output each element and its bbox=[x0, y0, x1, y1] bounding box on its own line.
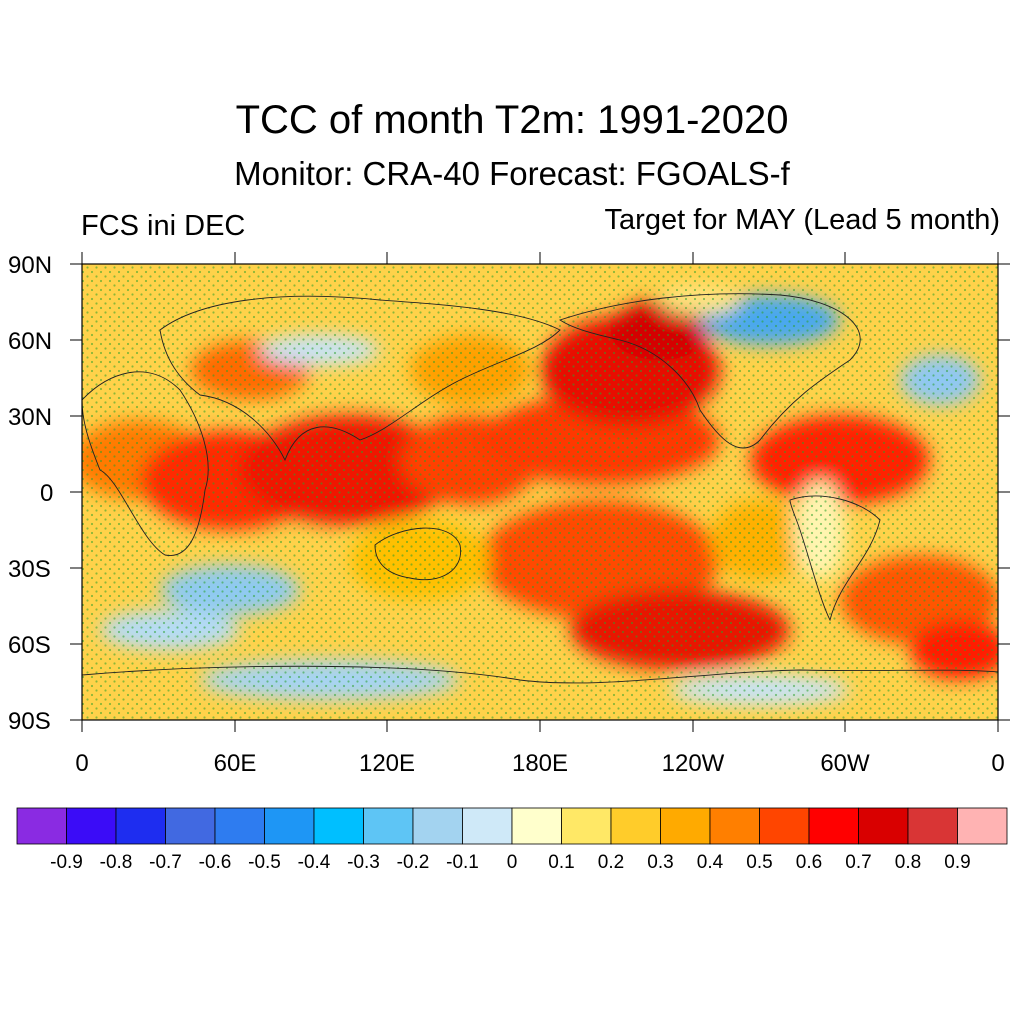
colorbar-swatch bbox=[16, 807, 67, 845]
colorbar-swatch bbox=[610, 807, 661, 845]
lon-tick-label: 120W bbox=[661, 750, 725, 777]
coastlines bbox=[82, 293, 998, 684]
lat-tick-label: 90S bbox=[8, 708, 51, 735]
lat-tick-label: 90N bbox=[8, 252, 53, 279]
colorbar-swatch bbox=[808, 807, 859, 845]
colorbar-swatch bbox=[858, 807, 909, 845]
target-label: Target for MAY (Lead 5 month) bbox=[604, 204, 1000, 236]
colorbar-swatch bbox=[462, 807, 513, 845]
north-america-coast bbox=[558, 293, 861, 449]
australia-coast bbox=[374, 527, 462, 581]
colorbar-tick-label: -0.3 bbox=[347, 852, 380, 873]
colorbar-swatch bbox=[511, 807, 562, 845]
africa-coast bbox=[82, 371, 209, 556]
colorbar-tick-label: -0.2 bbox=[396, 852, 430, 873]
colorbar-tick-label: 0.2 bbox=[597, 852, 625, 873]
colorbar-swatch bbox=[709, 807, 760, 845]
colorbar-swatch bbox=[660, 807, 711, 845]
colorbar-tick-label: -0.6 bbox=[198, 852, 232, 873]
colorbar-swatch bbox=[214, 807, 265, 845]
colorbar-tick-label: -0.8 bbox=[99, 852, 133, 873]
lon-tick-label: 0 bbox=[991, 750, 1005, 777]
colorbar-tick-label: -0.4 bbox=[297, 852, 331, 873]
colorbar-swatch bbox=[759, 807, 810, 845]
eurasia-coast bbox=[159, 295, 561, 462]
colorbar-swatch bbox=[313, 807, 364, 845]
lon-tick-label: 120E bbox=[358, 750, 416, 777]
colorbar-swatch bbox=[165, 807, 216, 845]
colorbar-tick-label: 0.1 bbox=[548, 852, 575, 873]
significance-stippling bbox=[82, 264, 998, 720]
init-label: FCS ini DEC bbox=[81, 210, 246, 242]
colorbar-tick-label: 0.3 bbox=[647, 852, 674, 873]
colorbar-tick-label: 0 bbox=[506, 852, 518, 873]
colorbar-tick-label: 0.9 bbox=[944, 852, 971, 873]
lat-tick-label: 60N bbox=[8, 328, 53, 355]
plot-subtitle: Monitor: CRA-40 Forecast: FGOALS-f bbox=[234, 155, 790, 192]
colorbar-tick-label: -0.7 bbox=[149, 852, 182, 873]
lon-tick-label: 60W bbox=[820, 750, 870, 777]
colorbar-swatch bbox=[561, 807, 612, 845]
colorbar-swatch bbox=[363, 807, 414, 845]
lat-tick-label: 30N bbox=[8, 404, 53, 431]
colorbar-swatch bbox=[115, 807, 166, 845]
lat-tick-label: 30S bbox=[8, 556, 51, 583]
colorbar-tick-label: -0.1 bbox=[446, 852, 479, 873]
colorbar-swatch bbox=[412, 807, 463, 845]
colorbar-tick-label: 0.4 bbox=[696, 852, 724, 873]
lat-tick-label: 60S bbox=[8, 632, 51, 659]
colorbar bbox=[16, 807, 1008, 845]
colorbar-swatch bbox=[957, 807, 1008, 845]
colorbar-tick-label: -0.9 bbox=[50, 852, 83, 873]
lat-ticks bbox=[70, 263, 1010, 721]
colorbar-tick-label: 0.7 bbox=[845, 852, 872, 873]
lon-ticks bbox=[81, 252, 999, 732]
map-field bbox=[82, 264, 998, 720]
colorbar-tick-label: 0.6 bbox=[795, 852, 823, 873]
colorbar-swatch bbox=[264, 807, 315, 845]
plot-title: TCC of month T2m: 1991-2020 bbox=[235, 98, 789, 142]
colorbar-tick-label: 0.8 bbox=[894, 852, 922, 873]
lat-tick-label: 0 bbox=[40, 480, 54, 507]
south-america-coast bbox=[789, 495, 881, 622]
lon-tick-label: 180E bbox=[511, 750, 569, 777]
colorbar-swatch bbox=[66, 807, 117, 845]
colorbar-tick-label: 0.5 bbox=[746, 852, 773, 873]
antarctica-coast bbox=[82, 665, 998, 684]
colorbar-tick-label: -0.5 bbox=[248, 852, 281, 873]
colorbar-swatch bbox=[907, 807, 958, 845]
lon-tick-label: 0 bbox=[75, 750, 89, 777]
lon-tick-label: 60E bbox=[213, 750, 257, 777]
